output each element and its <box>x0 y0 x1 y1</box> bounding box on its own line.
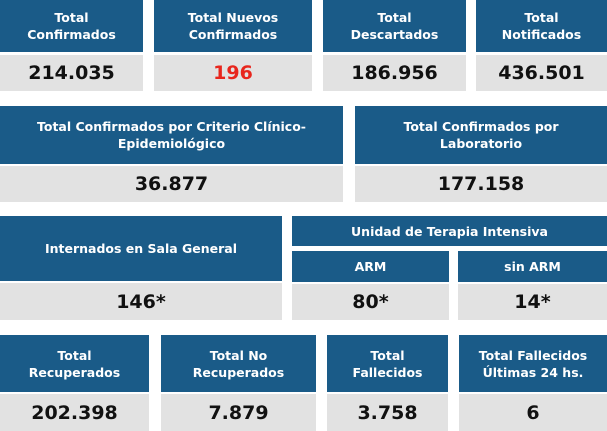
total-no-recuperados-label: Total No Recuperados <box>161 335 316 392</box>
sala-general-label: Internados en Sala General <box>0 216 282 281</box>
total-recuperados-value: 202.398 <box>0 394 149 431</box>
confirmados-criterio-clinico-card: Total Confirmados por Criterio Clínico- … <box>0 106 343 202</box>
sin-arm-label: sin ARM <box>458 251 607 282</box>
total-notificados-label: Total Notificados <box>476 0 607 52</box>
total-no-recuperados-card: Total No Recuperados 7.879 <box>161 335 316 431</box>
total-fallecidos-card: Total Fallecidos 3.758 <box>327 335 448 431</box>
uti-label: Unidad de Terapia Intensiva <box>292 216 607 246</box>
total-fallecidos-label: Total Fallecidos <box>327 335 448 392</box>
total-recuperados-card: Total Recuperados 202.398 <box>0 335 149 431</box>
total-descartados-label: Total Descartados <box>323 0 466 52</box>
sin-arm-card: sin ARM 14* <box>458 251 607 320</box>
total-fallecidos-value: 3.758 <box>327 394 448 431</box>
arm-label: ARM <box>292 251 449 282</box>
confirmados-criterio-clinico-label: Total Confirmados por Criterio Clínico- … <box>0 106 343 164</box>
fallecidos-24hs-value: 6 <box>459 394 607 431</box>
total-descartados-value: 186.956 <box>323 55 466 91</box>
confirmados-laboratorio-card: Total Confirmados por Laboratorio 177.15… <box>355 106 607 202</box>
total-descartados-card: Total Descartados 186.956 <box>323 0 466 91</box>
arm-value: 80* <box>292 284 449 320</box>
confirmados-laboratorio-value: 177.158 <box>355 166 607 202</box>
total-notificados-value: 436.501 <box>476 55 607 91</box>
total-recuperados-label: Total Recuperados <box>0 335 149 392</box>
fallecidos-24hs-label: Total Fallecidos Últimas 24 hs. <box>459 335 607 392</box>
sin-arm-value: 14* <box>458 284 607 320</box>
total-nuevos-confirmados-card: Total Nuevos Confirmados 196 <box>154 0 312 91</box>
arm-card: ARM 80* <box>292 251 449 320</box>
total-nuevos-confirmados-value: 196 <box>154 55 312 91</box>
sala-general-card: Internados en Sala General 146* <box>0 216 282 320</box>
total-confirmados-label: Total Confirmados <box>0 0 143 52</box>
total-nuevos-confirmados-label: Total Nuevos Confirmados <box>154 0 312 52</box>
confirmados-laboratorio-label: Total Confirmados por Laboratorio <box>355 106 607 164</box>
confirmados-criterio-clinico-value: 36.877 <box>0 166 343 202</box>
uti-header: Unidad de Terapia Intensiva <box>292 216 607 246</box>
total-notificados-card: Total Notificados 436.501 <box>476 0 607 91</box>
total-no-recuperados-value: 7.879 <box>161 394 316 431</box>
total-confirmados-value: 214.035 <box>0 55 143 91</box>
total-confirmados-card: Total Confirmados 214.035 <box>0 0 143 91</box>
sala-general-value: 146* <box>0 283 282 320</box>
fallecidos-24hs-card: Total Fallecidos Últimas 24 hs. 6 <box>459 335 607 431</box>
